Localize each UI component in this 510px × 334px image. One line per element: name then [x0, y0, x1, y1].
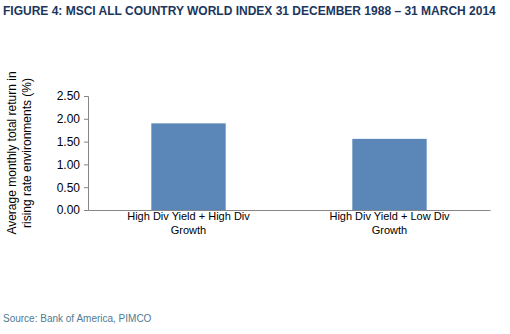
tick: 0.00 — [57, 203, 88, 217]
text-line: Average monthly total return in — [5, 71, 19, 234]
tick-mark — [84, 164, 88, 165]
text-line: High Div Yield + Low Div — [329, 210, 450, 222]
tick-mark — [84, 187, 88, 188]
tick: 2.00 — [57, 112, 88, 126]
text-line: High Div Yield + High Div — [127, 210, 250, 222]
text-line: Growth — [171, 224, 206, 236]
text-line: Growth — [372, 224, 407, 236]
tick-label: 1.50 — [57, 135, 81, 149]
tick-label: 0.50 — [57, 181, 81, 195]
chart: FIGURE 4: MSCI ALL COUNTRY WORLD INDEX 3… — [0, 0, 510, 334]
y-axis: 0.00 0.50 1.00 1.50 2.00 2.50 — [57, 89, 89, 217]
tick-label: 0.00 — [57, 203, 81, 217]
tick: High Div Yield + Low Div Growth — [329, 210, 450, 236]
tick-mark — [84, 96, 88, 97]
title: FIGURE 4: MSCI ALL COUNTRY WORLD INDEX 3… — [3, 4, 496, 18]
tick-label: 1.00 — [57, 158, 81, 172]
y-axis-title: Average monthly total return inrising ra… — [5, 71, 34, 234]
tick-label: High Div Yield + Low Div Growth — [329, 210, 450, 236]
axis-line — [84, 97, 89, 211]
tick-mark — [84, 210, 88, 211]
tick-label: 2.00 — [57, 112, 81, 126]
bar — [352, 139, 426, 210]
bar — [151, 123, 225, 210]
tick: 1.50 — [57, 135, 88, 149]
tick: 1.00 — [57, 158, 88, 172]
tick: High Div Yield + High Div Growth — [127, 210, 250, 236]
tick-label: 2.50 — [57, 89, 81, 103]
source: Source: Bank of America, PIMCO — [3, 313, 152, 324]
text-line: rising rate environments (%) — [20, 78, 34, 228]
bars — [151, 123, 426, 210]
tick-mark — [84, 142, 88, 143]
text-line: FIGURE 4: MSCI ALL COUNTRY WORLD INDEX 3… — [3, 4, 496, 18]
tick: 0.50 — [57, 181, 88, 195]
tick-mark — [84, 119, 88, 120]
tick: 2.50 — [57, 89, 88, 103]
tick-label: High Div Yield + High Div Growth — [127, 210, 250, 236]
x-axis: High Div Yield + High DivGrowthHigh Div … — [89, 210, 491, 236]
